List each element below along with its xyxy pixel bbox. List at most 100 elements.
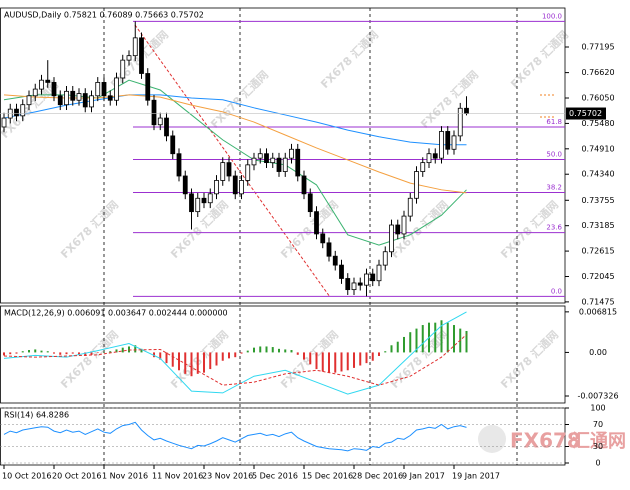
price-box	[566, 107, 606, 120]
candle-body	[182, 175, 188, 195]
macd-bar	[3, 352, 5, 356]
macd-bar	[453, 325, 455, 353]
rsi-line	[3, 421, 467, 452]
y-tick-label: 0.76620	[581, 68, 614, 77]
candle-body	[257, 153, 263, 159]
candle-body	[364, 273, 369, 286]
macd-bar	[296, 352, 299, 355]
fib-label: 100.0	[542, 12, 562, 20]
logo-badge	[478, 425, 506, 453]
macd-bar	[253, 347, 255, 353]
candle-body	[120, 59, 126, 79]
candle-body	[145, 73, 151, 101]
x-tick-label: 23 Nov 2016	[202, 472, 253, 481]
candle-body	[57, 95, 63, 106]
candle-body	[70, 90, 76, 101]
candle-body	[282, 157, 288, 172]
candle-body	[45, 79, 51, 83]
macd-bar	[309, 352, 312, 365]
candle-body	[351, 282, 357, 291]
macd-bar	[365, 352, 368, 364]
candle-body	[320, 233, 326, 244]
macd-bar	[109, 351, 112, 353]
macd-bar	[78, 352, 80, 355]
macd-bar	[346, 352, 349, 371]
candle-body	[307, 193, 313, 213]
candle-body	[126, 55, 132, 61]
candle-body	[32, 88, 38, 97]
fib-label: 0.0	[551, 287, 562, 295]
candle-body	[64, 90, 69, 106]
candle-body	[251, 157, 257, 166]
price-panel	[0, 7, 566, 304]
candle-body	[107, 95, 113, 101]
macd-bar	[21, 351, 24, 353]
candle-body	[76, 93, 82, 101]
candle-body	[132, 37, 138, 57]
macd-bar	[278, 348, 280, 353]
moving-average	[3, 94, 467, 146]
macd-bar	[221, 352, 224, 361]
candle-body	[301, 175, 307, 195]
macd-bar	[284, 349, 287, 353]
candle-body	[395, 224, 401, 235]
candle-body	[339, 264, 344, 279]
y-tick-label: 0.74340	[581, 170, 614, 179]
logo-brand: FX678	[510, 429, 581, 453]
macd-bar	[465, 330, 468, 353]
separators	[103, 8, 518, 465]
macd-bar	[340, 352, 343, 372]
macd-bar	[415, 328, 418, 353]
x-tick-label: 20 Oct 2016	[52, 472, 101, 481]
macd-bar	[440, 320, 443, 353]
macd-bar	[9, 352, 12, 355]
moving-average	[3, 79, 467, 246]
macd-bar	[184, 352, 187, 374]
candle-body	[207, 193, 213, 204]
macd-bar	[59, 352, 62, 355]
candle-body	[220, 162, 226, 181]
y-tick-label: 0.00	[589, 348, 607, 357]
y-tick-label: 100	[590, 404, 605, 413]
candle-body	[226, 162, 232, 177]
rsi-panel	[0, 407, 566, 466]
y-tick-label: 30	[593, 442, 603, 451]
macd-bar	[115, 349, 118, 353]
candle-body	[270, 157, 276, 164]
macd-bar	[196, 352, 199, 374]
macd-bar	[446, 322, 449, 353]
candle-body	[26, 95, 32, 106]
candle-body	[332, 255, 338, 266]
macd-bar	[34, 349, 37, 353]
macd-bar	[234, 352, 237, 358]
candle-body	[289, 148, 294, 159]
macd-bar	[209, 352, 212, 370]
arrows	[540, 94, 556, 118]
candle-body	[51, 82, 57, 97]
macd-bar	[321, 352, 324, 372]
candle-body	[401, 215, 407, 235]
candle-body	[382, 251, 388, 266]
macd-bar	[315, 352, 318, 370]
macd-bar	[140, 348, 143, 353]
fib-label: 50.0	[546, 151, 562, 159]
y-tick-label: 70	[593, 420, 603, 429]
macd-bar	[403, 336, 405, 353]
macd-bar	[409, 332, 412, 353]
candle-body	[214, 180, 219, 195]
macd-bar	[303, 352, 305, 360]
candle-body	[389, 224, 394, 253]
logo: FX678 汇通网	[478, 425, 626, 453]
candle-body	[95, 82, 101, 97]
macd-bar	[390, 345, 393, 353]
panels	[0, 7, 566, 466]
y-tick-label: 0.72615	[581, 247, 614, 256]
candle-body	[170, 135, 176, 155]
macd-bar	[271, 347, 274, 353]
x-tick-label: 10 Oct 2016	[2, 472, 51, 481]
macd-bar	[178, 352, 180, 371]
candle-body	[264, 153, 269, 164]
macd-bar	[134, 345, 137, 353]
